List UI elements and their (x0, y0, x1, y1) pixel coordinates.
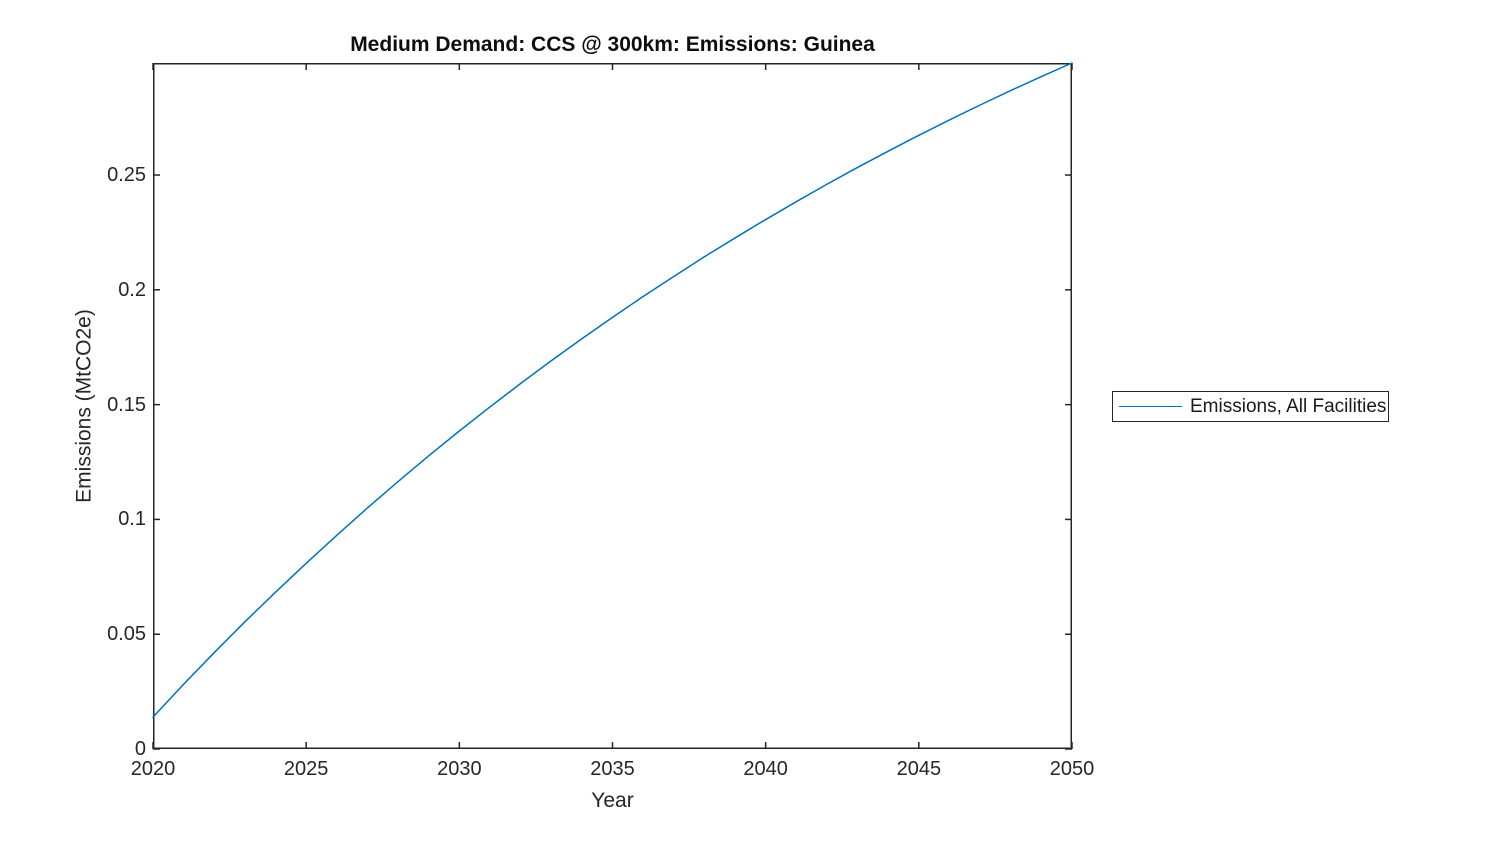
y-tick-label: 0.1 (118, 508, 146, 531)
x-tick-label: 2050 (1049, 758, 1095, 780)
plot-area (152, 62, 1073, 750)
x-axis-label: Year (591, 789, 634, 812)
legend-line-sample (1119, 406, 1182, 407)
x-tick-label: 2030 (437, 758, 482, 780)
x-tick-label: 2045 (896, 758, 942, 780)
x-tick-label: 2035 (590, 758, 635, 780)
y-tick-label: 0.05 (107, 623, 146, 646)
x-axis-tick-labels: 2020 2025 2030 2035 2040 2045 2050 (131, 758, 1095, 782)
y-tick-label: 0.25 (107, 164, 146, 187)
legend-entry-label: Emissions, All Facilities (1190, 395, 1387, 417)
x-tick-label: 2025 (283, 758, 329, 780)
x-tick-label: 2020 (130, 758, 176, 780)
y-axis-tick-labels: 0 0.05 0.1 0.15 0.2 0.25 (0, 63, 146, 760)
emissions-line-series (152, 62, 1073, 718)
y-tick-label: 0 (134, 738, 146, 760)
legend: Emissions, All Facilities (1112, 391, 1389, 422)
y-tick-label: 0.2 (118, 278, 146, 301)
chart-title: Medium Demand: CCS @ 300km: Emissions: G… (350, 33, 875, 56)
axes-box (153, 63, 1072, 749)
y-axis-label: Emissions (MtCO2e) (72, 309, 96, 503)
y-tick-label: 0.15 (107, 393, 146, 416)
x-tick-label: 2040 (743, 758, 788, 780)
